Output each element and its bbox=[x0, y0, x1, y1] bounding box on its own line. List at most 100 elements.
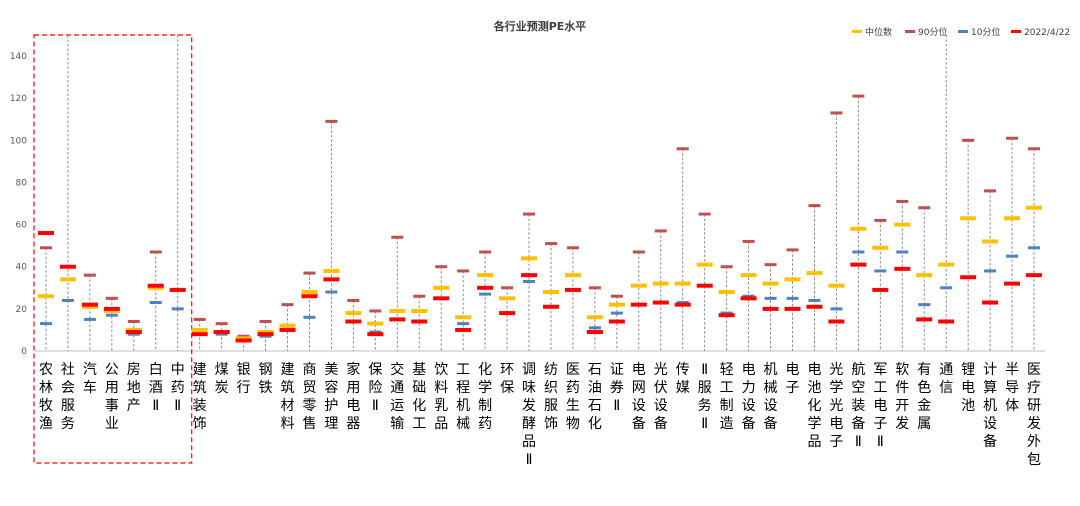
category-group bbox=[235, 334, 252, 351]
p90-marker bbox=[786, 248, 799, 252]
p90-marker bbox=[435, 265, 448, 269]
median-marker bbox=[499, 296, 516, 301]
median-marker bbox=[696, 262, 713, 267]
current-marker bbox=[367, 332, 384, 337]
p90-marker bbox=[830, 111, 843, 115]
p90-marker bbox=[369, 309, 382, 313]
median-marker bbox=[257, 330, 274, 335]
category-label: 房地产 bbox=[127, 362, 141, 414]
legend-label-p90: 90分位 bbox=[918, 26, 947, 38]
category-label: 家用电器 bbox=[346, 361, 360, 432]
current-marker bbox=[235, 338, 252, 343]
p10-marker bbox=[610, 311, 623, 315]
p10-marker bbox=[896, 250, 909, 254]
current-marker bbox=[630, 302, 647, 307]
median-marker bbox=[147, 285, 164, 290]
current-marker bbox=[301, 294, 318, 299]
category-label: 机械设备 bbox=[764, 362, 778, 432]
p90-marker bbox=[698, 212, 711, 216]
median-marker bbox=[630, 283, 647, 288]
median-marker bbox=[433, 285, 450, 290]
p90-marker bbox=[391, 235, 404, 239]
category-label: Ⅱ 服务 Ⅱ bbox=[698, 362, 712, 432]
category-group bbox=[674, 147, 691, 351]
p10-marker bbox=[786, 296, 799, 300]
current-marker bbox=[916, 317, 933, 322]
p90-marker bbox=[1028, 147, 1041, 151]
current-marker bbox=[345, 319, 362, 324]
current-marker bbox=[564, 287, 581, 292]
median-marker bbox=[301, 290, 318, 295]
p90-marker bbox=[874, 218, 887, 222]
category-group bbox=[982, 189, 999, 351]
current-marker bbox=[608, 319, 625, 324]
chart-title: 各行业预测PE水平 bbox=[493, 19, 587, 33]
p90-marker bbox=[193, 317, 206, 321]
p90-marker bbox=[149, 250, 162, 254]
legend-swatch-p10 bbox=[958, 30, 968, 33]
current-marker bbox=[784, 306, 801, 311]
category-group bbox=[740, 239, 757, 351]
p90-marker bbox=[347, 298, 360, 302]
p10-marker bbox=[523, 279, 536, 283]
category-label: 汽车 bbox=[83, 362, 97, 396]
p10-marker bbox=[588, 326, 601, 330]
p90-marker bbox=[852, 94, 865, 98]
median-marker bbox=[367, 321, 384, 326]
p10-marker bbox=[1006, 254, 1019, 258]
median-marker bbox=[59, 277, 76, 282]
median-marker bbox=[652, 281, 669, 286]
y-tick-label: 40 bbox=[16, 263, 28, 273]
category-group bbox=[1004, 136, 1021, 351]
p10-marker bbox=[940, 286, 953, 290]
p90-marker bbox=[127, 320, 140, 324]
current-marker bbox=[850, 262, 867, 267]
p10-marker bbox=[369, 330, 382, 334]
y-tick-label: 20 bbox=[16, 305, 28, 315]
p90-marker bbox=[325, 119, 338, 123]
p90-marker bbox=[654, 229, 667, 233]
category-label: 证券 Ⅱ bbox=[610, 362, 624, 414]
current-marker bbox=[389, 317, 406, 322]
category-label: 中药 Ⅱ bbox=[171, 362, 185, 414]
p90-marker bbox=[808, 204, 821, 208]
y-tick-label: 140 bbox=[10, 52, 27, 62]
legend-swatch-median bbox=[852, 30, 862, 33]
current-marker bbox=[718, 313, 735, 318]
p90-marker bbox=[523, 212, 536, 216]
category-group bbox=[81, 273, 98, 351]
category-label: 医药生物 bbox=[566, 362, 580, 432]
p10-marker bbox=[1028, 246, 1041, 250]
category-label: 航空装备 Ⅱ bbox=[851, 362, 865, 450]
category-label: 软件开发 bbox=[895, 362, 909, 432]
p90-marker bbox=[479, 250, 492, 254]
p90-marker bbox=[259, 320, 272, 324]
category-group bbox=[411, 294, 428, 351]
category-group bbox=[103, 296, 120, 351]
category-group bbox=[389, 235, 406, 351]
median-marker bbox=[806, 271, 823, 276]
category-group bbox=[806, 204, 823, 351]
median-marker bbox=[564, 273, 581, 278]
p90-marker bbox=[566, 246, 579, 250]
median-marker bbox=[674, 281, 691, 286]
median-marker bbox=[784, 277, 801, 282]
p90-marker bbox=[676, 147, 689, 151]
category-label: 锂电池 bbox=[961, 362, 975, 414]
category-group bbox=[59, 35, 76, 351]
current-marker bbox=[740, 296, 757, 301]
current-marker bbox=[542, 304, 559, 309]
p90-marker bbox=[457, 269, 470, 273]
current-marker bbox=[279, 327, 296, 332]
category-label: 银行 bbox=[237, 362, 251, 396]
category-label: 光学光电子 bbox=[829, 362, 843, 450]
highlight-group-box bbox=[33, 34, 193, 464]
category-group bbox=[718, 265, 735, 351]
category-group bbox=[477, 250, 494, 351]
current-marker bbox=[696, 283, 713, 288]
category-group bbox=[630, 250, 647, 351]
category-group bbox=[345, 298, 362, 351]
p10-marker bbox=[852, 250, 865, 254]
legend-label-median: 中位数 bbox=[865, 26, 892, 38]
